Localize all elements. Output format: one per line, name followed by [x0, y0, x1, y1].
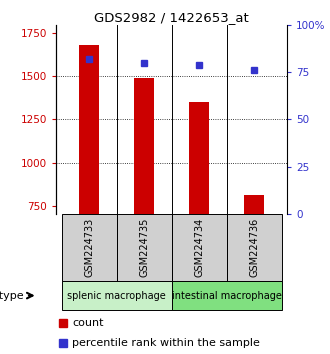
Bar	[116, 214, 172, 281]
Bar	[227, 214, 281, 281]
Bar	[62, 281, 172, 310]
Text: count: count	[72, 318, 104, 327]
Bar	[172, 214, 227, 281]
Bar	[189, 102, 209, 214]
Text: intestinal macrophage: intestinal macrophage	[172, 291, 281, 301]
Text: splenic macrophage: splenic macrophage	[67, 291, 166, 301]
Text: GSM224733: GSM224733	[84, 218, 94, 278]
Bar	[245, 195, 264, 214]
Title: GDS2982 / 1422653_at: GDS2982 / 1422653_at	[94, 11, 249, 24]
Text: cell type: cell type	[0, 291, 24, 301]
Text: GSM224734: GSM224734	[194, 218, 204, 278]
Text: percentile rank within the sample: percentile rank within the sample	[72, 338, 260, 348]
Bar	[172, 281, 281, 310]
Bar	[135, 78, 154, 214]
Text: GSM224736: GSM224736	[249, 218, 259, 278]
Bar	[62, 214, 116, 281]
Bar	[80, 45, 99, 214]
Text: GSM224735: GSM224735	[139, 218, 149, 278]
